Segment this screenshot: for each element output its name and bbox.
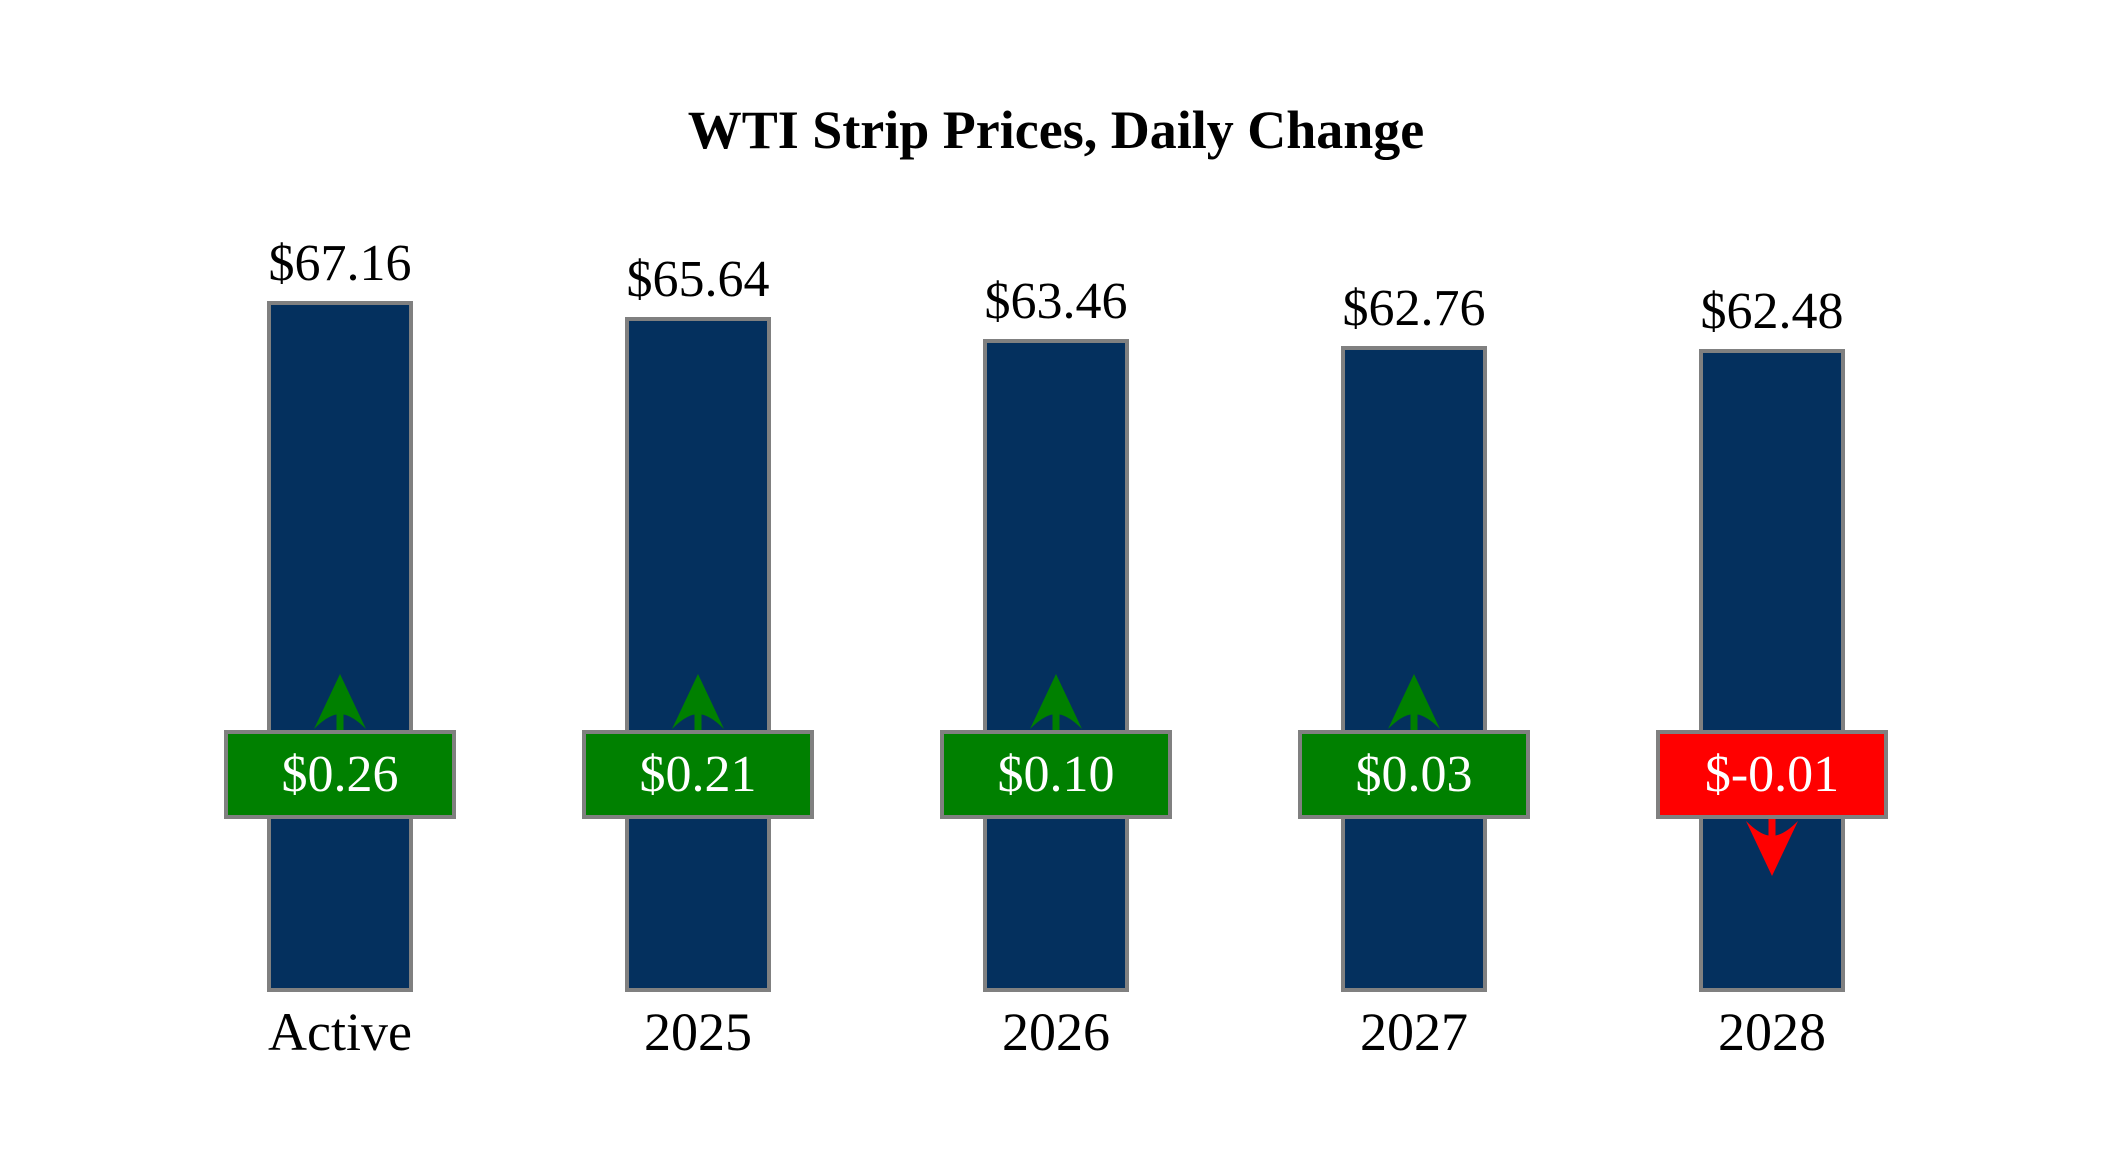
category-label: 2025 [644,1002,752,1062]
bar [1341,346,1487,992]
bar-value-label: $67.16 [268,235,412,292]
up-arrow-icon [314,674,366,732]
category-label: 2027 [1360,1002,1468,1062]
category-label: 2028 [1718,1002,1826,1062]
bar [983,339,1129,992]
down-arrow-icon [1746,814,1798,876]
change-badge-label: $0.21 [639,746,757,803]
change-badge: $0.26 [224,730,456,819]
up-arrow-icon [1388,674,1440,732]
change-badge: $-0.01 [1656,730,1888,819]
category-label: 2026 [1002,1002,1110,1062]
chart-title: WTI Strip Prices, Daily Change [687,100,1425,160]
change-badge-label: $-0.01 [1704,746,1840,803]
up-arrow-icon [672,674,724,732]
bar-value-label: $65.64 [626,251,770,308]
change-badge: $0.21 [582,730,814,819]
bar [1699,349,1845,992]
change-badge-label: $0.26 [281,746,399,803]
up-arrow-icon [1030,674,1082,732]
change-badge-label: $0.03 [1355,746,1473,803]
change-badge-label: $0.10 [997,746,1115,803]
bar-value-label: $62.48 [1700,283,1844,340]
bar [267,301,413,992]
bar-value-label: $63.46 [984,273,1128,330]
change-badge: $0.10 [940,730,1172,819]
change-badge: $0.03 [1298,730,1530,819]
category-label: Active [268,1002,412,1062]
bar [625,317,771,992]
bar-value-label: $62.76 [1342,280,1486,337]
